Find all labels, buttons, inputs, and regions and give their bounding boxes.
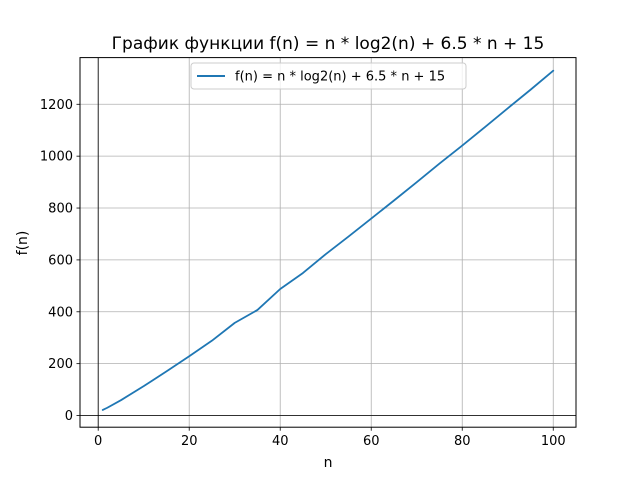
x-tick-label: 100 xyxy=(541,434,566,449)
x-ticks: 0 20 40 60 80 100 xyxy=(94,427,566,449)
y-ticks: 0 200 400 600 800 1000 1200 xyxy=(40,98,80,424)
x-tick-label: 20 xyxy=(181,434,198,449)
y-tick-label: 1000 xyxy=(40,150,73,165)
y-tick-label: 400 xyxy=(48,305,73,320)
y-tick-label: 0 xyxy=(65,409,73,424)
legend-box xyxy=(190,62,467,90)
y-tick-label: 200 xyxy=(48,357,73,372)
plot-frame xyxy=(79,57,577,428)
series-line-0 xyxy=(101,69,555,411)
legend: f(n) = n * log2(n) + 6.5 * n + 15 xyxy=(190,62,467,90)
x-tick-label: 80 xyxy=(454,434,471,449)
y-tick-label: 800 xyxy=(48,202,73,217)
x-axis-title: n xyxy=(324,455,333,471)
y-tick-label: 600 xyxy=(48,253,73,268)
x-tick-label: 60 xyxy=(363,434,380,449)
legend-entry-label: f(n) = n * log2(n) + 6.5 * n + 15 xyxy=(235,70,445,85)
reference-lines xyxy=(80,57,576,428)
grid xyxy=(80,57,576,428)
x-tick-label: 40 xyxy=(272,434,289,449)
y-axis-title: f(n) xyxy=(15,231,31,256)
chart-title: График функции f(n) = n * log2(n) + 6.5 … xyxy=(112,34,545,54)
y-tick-label: 1200 xyxy=(40,98,73,113)
x-tick-label: 0 xyxy=(94,434,102,449)
series-layer xyxy=(101,69,555,411)
